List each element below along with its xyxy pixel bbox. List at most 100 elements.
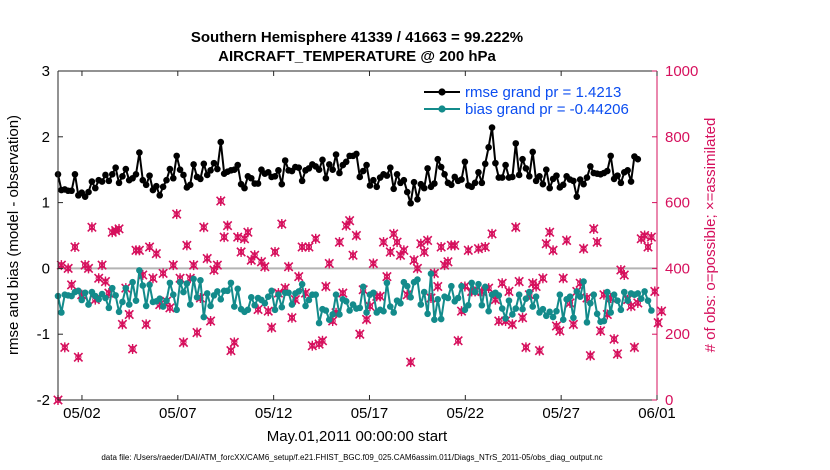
obs-possible-o: [85, 265, 92, 272]
bias-point: [383, 279, 391, 287]
bias-point: [268, 287, 275, 295]
obs-marker: [117, 319, 128, 330]
bias-point: [95, 296, 102, 303]
obs-marker: [409, 255, 419, 266]
obs-marker: [192, 327, 202, 338]
bias-point: [271, 306, 279, 314]
bias-point: [448, 282, 455, 290]
obs-marker: [334, 237, 345, 248]
bias-point: [217, 296, 225, 303]
rmse-point: [583, 174, 591, 181]
obs-possible-o: [251, 252, 258, 259]
obs-marker: [463, 245, 474, 256]
rmse-point: [332, 151, 340, 158]
bias-point: [380, 307, 387, 315]
bias-point: [505, 297, 513, 304]
bias-point: [322, 307, 330, 314]
x-tick-label: 05/17: [351, 405, 389, 422]
rmse-point: [383, 172, 391, 179]
obs-marker: [375, 291, 385, 302]
obs-marker: [578, 243, 589, 254]
obs-possible-o: [594, 238, 601, 246]
bias-point: [566, 293, 574, 300]
obs-possible-o: [322, 283, 329, 290]
bias-point: [583, 319, 591, 326]
obs-marker: [514, 276, 524, 287]
obs-possible-o: [265, 308, 272, 315]
obs-marker: [585, 350, 596, 361]
rmse-point: [112, 164, 119, 172]
rmse-point: [153, 182, 160, 190]
obs-marker: [229, 337, 240, 348]
obs-possible-o: [224, 222, 231, 229]
obs-marker: [243, 227, 253, 238]
obs-possible-o: [200, 224, 207, 231]
bias-point: [471, 288, 479, 296]
obs-possible-o: [400, 247, 407, 254]
obs-marker: [494, 316, 504, 327]
rmse-point: [587, 163, 594, 170]
rmse-point: [570, 177, 577, 185]
obs-marker: [443, 256, 453, 267]
rmse-point: [390, 185, 397, 193]
rmse-point: [81, 193, 89, 200]
rmse-point: [458, 176, 465, 183]
obs-marker: [73, 352, 84, 363]
obs-marker: [612, 348, 623, 359]
obs-marker: [151, 248, 162, 259]
obs-marker: [629, 342, 640, 353]
bias-point: [617, 306, 625, 314]
obs-possible-o: [570, 321, 577, 328]
rmse-point: [393, 171, 401, 178]
obs-possible-o: [299, 243, 306, 251]
obs-marker: [534, 345, 545, 356]
obs-possible-o: [631, 344, 638, 351]
obs-possible-o: [539, 275, 546, 282]
obs-possible-o: [261, 263, 268, 270]
obs-possible-o: [126, 311, 133, 318]
obs-marker: [141, 319, 151, 330]
obs-possible-o: [438, 243, 445, 251]
bias-point: [264, 293, 272, 300]
rmse-point: [515, 171, 523, 179]
obs-possible-o: [641, 232, 648, 239]
obs-marker: [304, 242, 314, 253]
obs-possible-o: [560, 275, 567, 282]
obs-marker: [538, 273, 548, 284]
rmse-point: [624, 167, 631, 174]
obs-possible-o: [393, 238, 401, 246]
obs-marker: [188, 260, 199, 271]
obs-possible-o: [495, 317, 502, 325]
bias-point: [570, 314, 577, 322]
obs-marker: [148, 273, 158, 284]
obs-marker: [405, 357, 416, 368]
bias-point: [553, 307, 560, 315]
rmse-point: [98, 178, 106, 185]
rmse-point: [319, 156, 326, 164]
obs-possible-o: [160, 270, 167, 277]
rmse-point: [403, 188, 411, 196]
obs-marker: [297, 242, 307, 253]
x-axis-ticks: 05/02 05/07 05/12 05/17 05/22 05/27 06/01: [63, 71, 676, 422]
obs-possible-o: [315, 340, 323, 348]
bias-point: [397, 299, 404, 307]
left-tick-label: 2: [42, 129, 50, 146]
bias-point: [197, 276, 204, 284]
obs-possible-o: [254, 306, 262, 313]
obs-possible-o: [65, 265, 72, 272]
bias-point: [58, 309, 65, 316]
obs-possible-o: [387, 248, 394, 256]
bias-point: [549, 313, 557, 321]
rmse-point: [488, 124, 496, 131]
bias-point: [102, 294, 109, 302]
obs-possible-o: [217, 197, 224, 205]
obs-possible-o: [129, 345, 136, 353]
rmse-point: [173, 152, 180, 160]
bias-point: [183, 280, 191, 287]
rmse-point: [139, 176, 147, 184]
obs-possible-o: [295, 273, 302, 280]
obs-possible-o: [516, 278, 523, 285]
rmse-point: [281, 157, 289, 164]
obs-possible-o: [346, 217, 353, 224]
rmse-point: [481, 160, 489, 168]
